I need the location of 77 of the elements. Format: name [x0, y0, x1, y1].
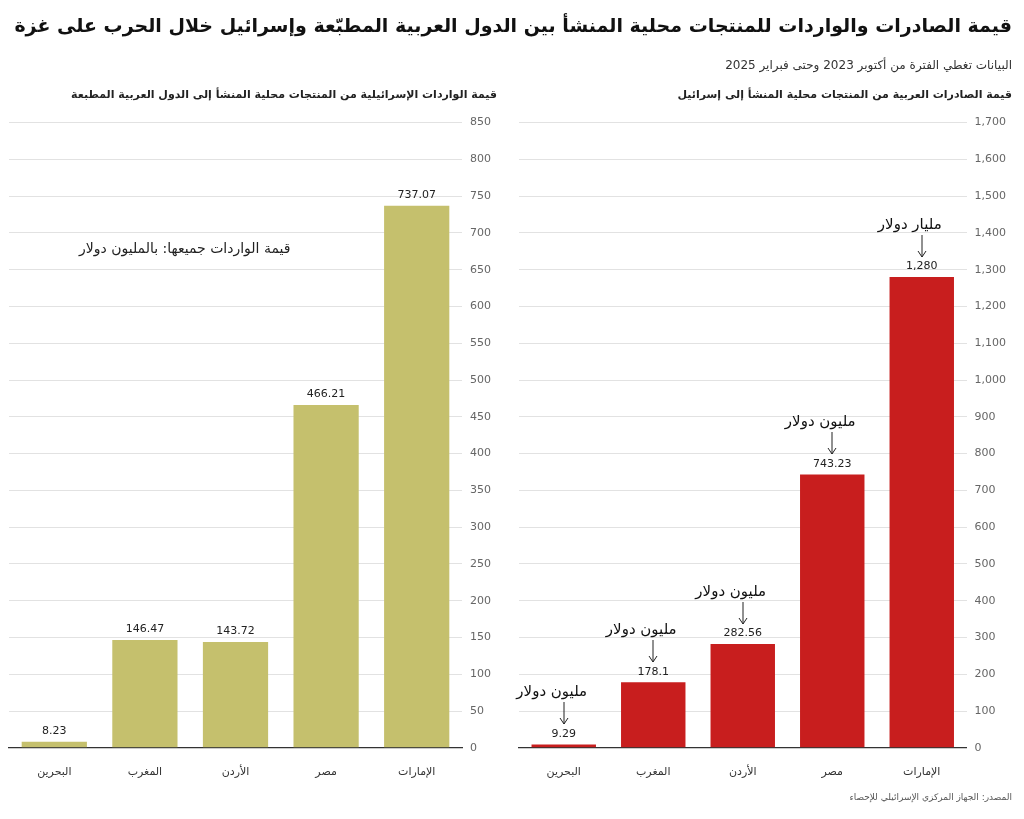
- bar: [112, 640, 178, 748]
- y-tick-label: 500: [974, 556, 996, 570]
- annotation: مليون دولار: [515, 682, 588, 701]
- chart-title: قيمة الصادرات والواردات للمنتجات محلية المنشأ بين الدول العربية المطبّعة وإسرائيل خلال الحرب على غزة: [14, 14, 1012, 36]
- x-tick-label: المغرب: [127, 765, 163, 779]
- x-tick-label: البحرين: [37, 765, 72, 779]
- annotation: مليون دولار: [694, 581, 767, 600]
- data-label: 743.23: [813, 456, 852, 470]
- data-label: 9.29: [551, 726, 576, 740]
- y-tick-label: 800: [974, 446, 996, 460]
- y-tick-label: 450: [470, 409, 491, 423]
- data-label: 1,280: [906, 259, 938, 273]
- y-tick-label: 1,300: [974, 262, 1007, 276]
- y-tick-label: 0: [974, 740, 982, 754]
- text: المصدر: الجهاز المركزي الإسرائيلي للإحصاء: [849, 792, 1012, 802]
- x-tick-label: الإمارات: [398, 765, 436, 779]
- y-tick-label: 1,700: [974, 115, 1007, 129]
- bar: [202, 642, 269, 748]
- x-tick-label: البحرين: [546, 765, 581, 779]
- y-tick-label: 100: [974, 703, 996, 717]
- x-tick-label: الأردن: [221, 764, 250, 779]
- bar: [293, 404, 359, 748]
- y-tick-label: 1,400: [974, 225, 1007, 239]
- y-tick-label: 400: [974, 593, 996, 607]
- y-tick-label: 600: [974, 520, 996, 533]
- y-tick-label: 100: [470, 667, 491, 681]
- y-tick-label: 300: [974, 630, 996, 644]
- x-tick-label: المغرب: [636, 765, 671, 779]
- y-tick-label: 50: [470, 703, 484, 717]
- x-tick-label: الإمارات: [903, 765, 941, 779]
- y-axis-title: قيمة الواردات الإسرائيلية من المنتجات محلية المنشأ إلى الدول العربية المطبعة: [70, 88, 498, 103]
- bar: [531, 744, 596, 748]
- data-label: 282.56: [723, 626, 762, 640]
- bar: [710, 643, 775, 748]
- y-tick-label: 750: [470, 189, 491, 203]
- y-tick-label: 900: [974, 409, 996, 423]
- y-tick-label: 200: [470, 593, 491, 607]
- annotation: مليار دولار: [876, 214, 942, 233]
- data-label: 143.72: [216, 624, 255, 638]
- y-tick-label: 550: [470, 336, 491, 350]
- x-tick-label: مصر: [820, 765, 844, 779]
- y-tick-label: 650: [470, 262, 491, 276]
- bar: [800, 474, 865, 748]
- annotation: مليون دولار: [783, 412, 856, 431]
- bar: [621, 682, 686, 748]
- y-tick-label: 1,600: [974, 152, 1007, 166]
- y-tick-label: 1,100: [974, 336, 1007, 350]
- chart-subtitle: البيانات تغطي الفترة من أكتوبر 2023 وحتى فبراير 2025: [725, 58, 1012, 72]
- y-tick-label: 300: [470, 520, 491, 533]
- y-tick-label: 800: [470, 152, 491, 166]
- data-label: 146.47: [125, 622, 165, 636]
- y-tick-label: 700: [974, 483, 996, 497]
- y-tick-label: 1,200: [974, 299, 1007, 313]
- x-tick-label: مصر: [314, 765, 337, 779]
- y-tick-label: 1,500: [974, 189, 1007, 203]
- y-tick-label: 200: [974, 667, 996, 681]
- y-tick-label: 500: [470, 372, 491, 386]
- y-tick-label: 850: [470, 115, 491, 129]
- y-tick-label: 150: [470, 630, 491, 644]
- bar: [384, 205, 450, 748]
- y-tick-label: 400: [470, 446, 491, 460]
- annotation: مليون دولار: [604, 620, 677, 639]
- data-label: 466.21: [306, 387, 346, 401]
- y-tick-label: 350: [470, 483, 491, 497]
- bar: [21, 741, 87, 748]
- y-tick-label: 1,000: [974, 372, 1007, 386]
- y-tick-label: 0: [470, 740, 477, 754]
- annotation: قيمة الواردات جميعها: بالمليون دولار: [78, 240, 291, 258]
- y-tick-label: 600: [470, 299, 491, 313]
- data-label: 178.1: [637, 664, 669, 678]
- y-axis-title: قيمة الصادرات العربية من المنتجات محلية المنشأ إلى إسرائيل: [676, 88, 1013, 103]
- y-tick-label: 250: [470, 556, 491, 570]
- bar: [889, 277, 954, 748]
- data-label: 8.23: [42, 724, 67, 738]
- data-label: 737.07: [397, 188, 436, 202]
- y-tick-label: 700: [470, 225, 491, 239]
- x-tick-label: الأردن: [728, 764, 757, 779]
